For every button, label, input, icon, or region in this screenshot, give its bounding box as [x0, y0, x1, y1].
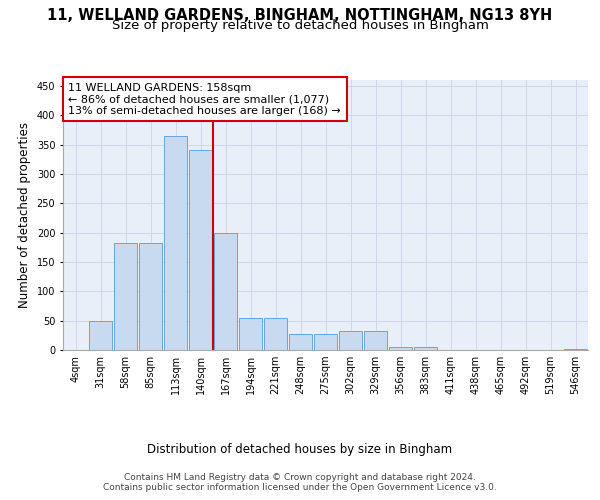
Bar [289, 334, 312, 350]
Bar [364, 331, 387, 350]
Bar [264, 318, 287, 350]
Y-axis label: Number of detached properties: Number of detached properties [18, 122, 31, 308]
Bar [114, 243, 137, 350]
Bar [89, 320, 112, 350]
Bar [414, 347, 437, 350]
Bar [564, 349, 587, 350]
Text: Contains HM Land Registry data © Crown copyright and database right 2024.
Contai: Contains HM Land Registry data © Crown c… [103, 472, 497, 492]
Bar [239, 318, 262, 350]
Bar [164, 136, 187, 350]
Text: 11, WELLAND GARDENS, BINGHAM, NOTTINGHAM, NG13 8YH: 11, WELLAND GARDENS, BINGHAM, NOTTINGHAM… [47, 8, 553, 22]
Bar [214, 232, 237, 350]
Text: Size of property relative to detached houses in Bingham: Size of property relative to detached ho… [112, 18, 488, 32]
Bar [139, 243, 162, 350]
Bar [389, 347, 412, 350]
Text: Distribution of detached houses by size in Bingham: Distribution of detached houses by size … [148, 442, 452, 456]
Bar [314, 334, 337, 350]
Text: 11 WELLAND GARDENS: 158sqm
← 86% of detached houses are smaller (1,077)
13% of s: 11 WELLAND GARDENS: 158sqm ← 86% of deta… [68, 82, 341, 116]
Bar [189, 150, 212, 350]
Bar [339, 331, 362, 350]
